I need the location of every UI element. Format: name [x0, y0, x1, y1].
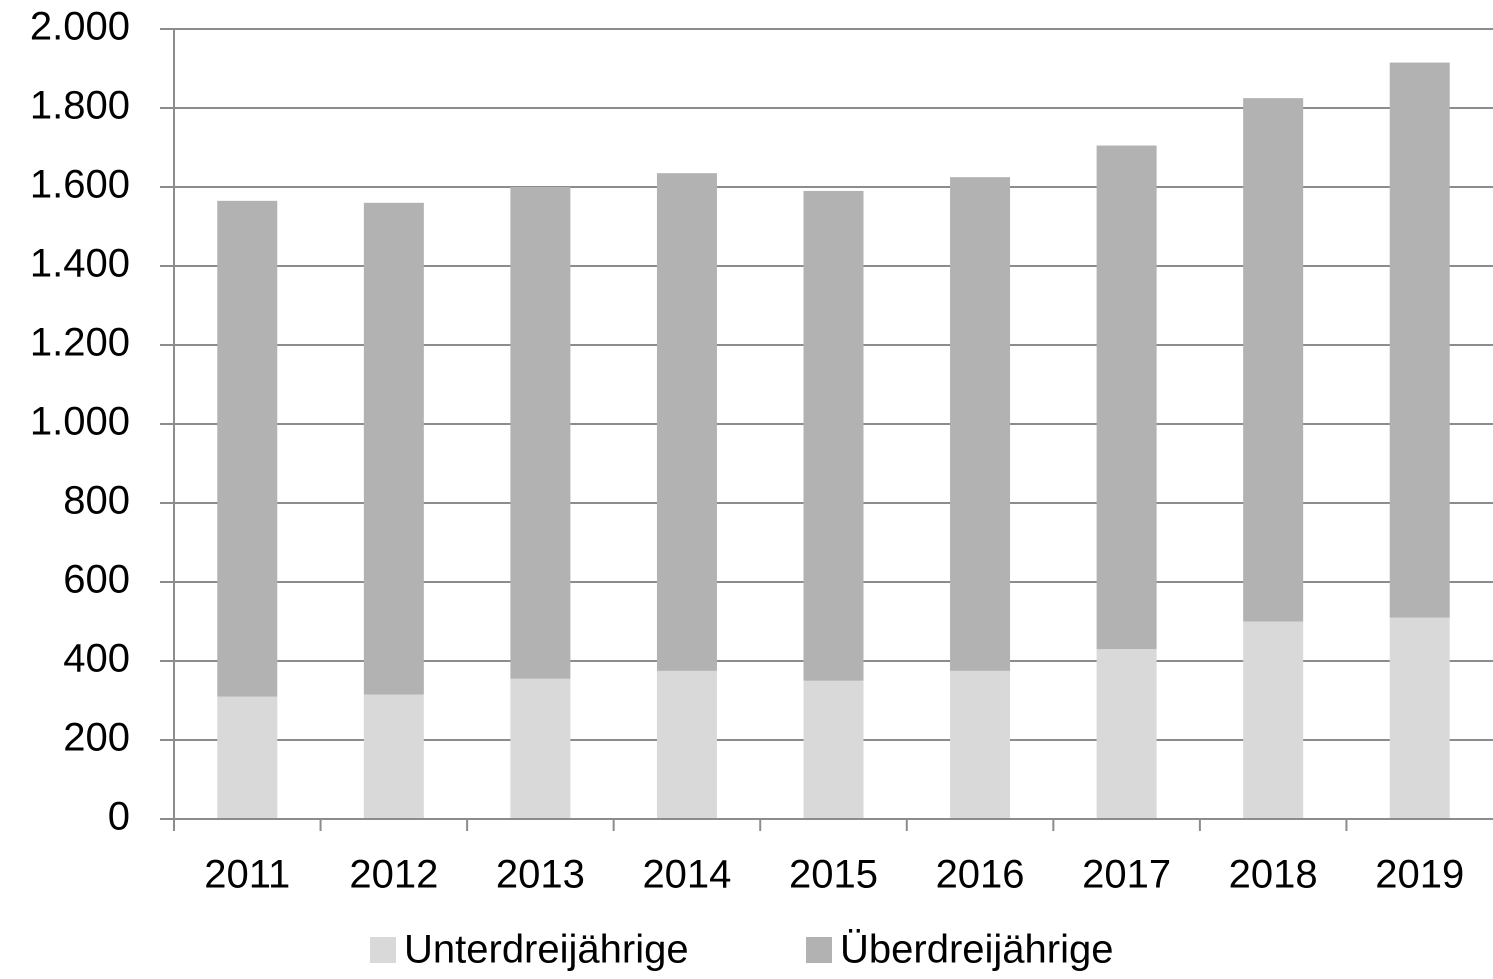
y-tick-label: 400 [63, 637, 130, 681]
bar-segment [1096, 649, 1157, 819]
x-tick-label: 2011 [204, 853, 290, 897]
legend-label: Unterdreijährige [404, 928, 689, 972]
y-tick-label: 600 [63, 558, 130, 602]
x-tick-label: 2017 [1082, 853, 1171, 897]
x-tick-label: 2015 [789, 853, 878, 897]
bar-segment [1096, 145, 1157, 650]
x-tick-label: 2014 [642, 853, 731, 897]
y-tick-label: 1.600 [30, 163, 130, 207]
y-tick-label: 1.800 [30, 84, 130, 128]
legend-label: Überdreijährige [840, 928, 1113, 972]
y-tick-label: 1.200 [30, 321, 130, 365]
legend-swatch [806, 937, 832, 963]
bar-segment [1389, 62, 1450, 618]
legend-swatch [370, 937, 396, 963]
bar-segment [217, 200, 278, 697]
bar-segment [363, 202, 424, 695]
x-tick-label: 2013 [496, 853, 585, 897]
x-tick-label: 2019 [1375, 853, 1464, 897]
y-tick-label: 800 [63, 479, 130, 523]
bar-segment [803, 680, 864, 819]
bar-segment [656, 670, 717, 819]
y-tick-label: 1.000 [30, 400, 130, 444]
bar-segment [217, 696, 278, 819]
bar-segment [510, 187, 571, 679]
x-tick-label: 2018 [1229, 853, 1318, 897]
x-tick-label: 2012 [349, 853, 438, 897]
y-tick-label: 2.000 [30, 5, 130, 49]
bar-segment [803, 190, 864, 681]
bar-segment [950, 177, 1011, 671]
bar-segment [363, 694, 424, 819]
y-tick-label: 0 [108, 795, 130, 839]
bar-segment [1389, 617, 1450, 819]
bar-segment [1243, 98, 1304, 622]
y-tick-label: 1.400 [30, 242, 130, 286]
bar-segment [510, 678, 571, 819]
bar-segment [950, 670, 1011, 819]
x-tick-label: 2016 [936, 853, 1025, 897]
bar-segment [1243, 621, 1304, 819]
bar-segment [656, 173, 717, 671]
y-tick-label: 200 [63, 716, 130, 760]
